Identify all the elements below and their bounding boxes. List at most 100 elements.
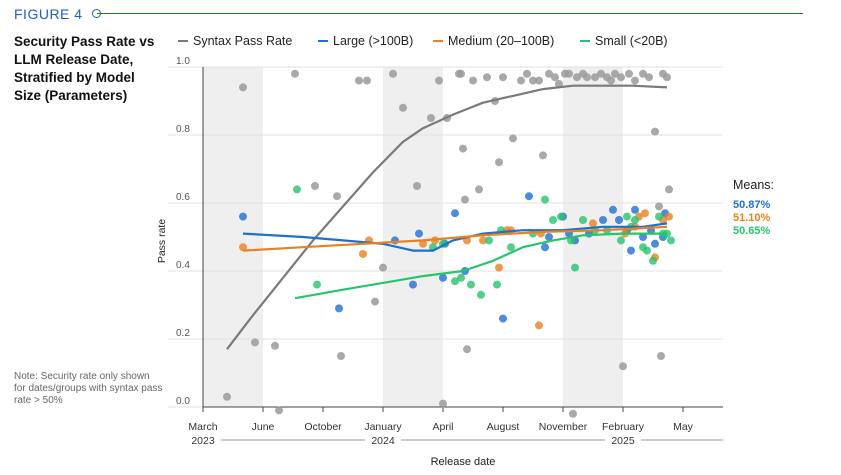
x-tick-label: February [602,421,645,433]
large-point [599,216,607,224]
syntax-point [639,69,647,78]
syntax-point [413,182,421,190]
syntax-point [657,352,665,360]
medium-legend-label: Medium (20–100B) [448,34,554,48]
syntax-point [399,103,407,112]
x-tick-label: March [188,421,217,433]
large-point [439,273,447,282]
medium-point [535,321,543,330]
x-tick-year-label: 2025 [611,435,635,447]
syntax-trend-line [226,84,668,350]
y-tick-label: 0.4 [176,260,190,271]
large-point [651,239,659,248]
figure-rule [97,13,803,14]
x-tick-label: May [673,421,694,433]
medium-trend-line [242,225,668,252]
medium-point [239,243,247,252]
syntax-point [545,69,553,78]
medium-point [589,219,597,228]
syntax-point [663,73,671,82]
syntax-point [457,69,465,78]
syntax-point [607,76,615,85]
axis-labels: 0.0 0.2 0.4 0.6 0.8 1.0 March 2023 June October Ja… [156,56,694,468]
x-tick-label: June [252,421,275,433]
figure-label: FIGURE 4 [14,6,83,22]
large-point [639,233,647,241]
syntax-point [371,297,379,306]
small-point [649,256,657,265]
small-point [467,280,475,289]
syntax-point [223,392,231,401]
small-point [623,212,631,221]
syntax-point [611,69,619,78]
small-trend-line [294,232,667,300]
x-tick-label: April [432,421,453,433]
syntax-point [625,69,633,78]
small-legend-label: Small (<20B) [595,34,668,48]
medium-point [419,239,427,248]
x-tick-year-label: 2023 [191,435,215,447]
y-tick-label: 0.2 [176,328,190,339]
syntax-point [631,76,639,85]
syntax-point [651,127,659,136]
mean-large: 50.87% [733,199,771,211]
large-point [627,246,635,255]
small-point [643,246,651,255]
x-tick-label: November [539,421,588,433]
syntax-point [655,202,663,211]
small-point [477,290,485,299]
syntax-point [517,76,525,85]
y-tick-label: 0.8 [176,124,190,135]
syntax-point [435,76,443,85]
medium-point [665,212,673,221]
syntax-point [379,263,387,272]
syntax-point [271,341,279,350]
syntax-point [529,76,537,85]
small-point [571,263,579,272]
syntax-point [539,151,547,160]
small-point [667,236,675,245]
syntax-point [355,76,363,85]
medium-point [359,250,367,258]
legend: Syntax Pass Rate Large (>100B) Medium (20–… [178,34,668,48]
syntax-point [389,69,397,78]
mean-medium: 51.10% [733,212,771,224]
shaded-band [203,67,263,407]
large-point [615,216,623,224]
chart-title: Security Pass Rate vs LLM Release Date, … [14,34,155,103]
syntax-point [461,195,469,204]
small-point [557,212,565,221]
small-point [507,243,515,252]
medium-point [479,236,487,245]
syntax-point [499,73,507,82]
syntax-point [573,73,581,82]
y-axis-label: Pass rate [156,219,168,264]
large-point [541,243,549,252]
axes [202,67,723,441]
large-point [239,212,247,221]
y-tick-label: 0.6 [176,192,190,203]
syntax-point [619,362,627,371]
mean-small: 50.65% [733,225,771,237]
syntax-point [569,409,577,418]
syntax-legend-label: Syntax Pass Rate [193,34,292,48]
small-point [617,236,625,245]
syntax-point [665,185,673,194]
large-point [409,280,417,289]
medium-point [495,263,503,272]
syntax-point [509,134,517,143]
small-point [293,185,301,194]
chart-note: Note: Security rate only shown for dates… [14,371,163,406]
small-point [451,277,459,286]
syntax-point [337,352,345,360]
small-point [655,212,663,221]
syntax-point [475,185,483,194]
small-point [313,280,321,289]
syntax-point [311,182,319,190]
syntax-point [251,338,259,347]
syntax-point [617,73,625,82]
syntax-point [495,158,503,167]
small-point [485,236,493,245]
trend-lines [226,84,668,350]
